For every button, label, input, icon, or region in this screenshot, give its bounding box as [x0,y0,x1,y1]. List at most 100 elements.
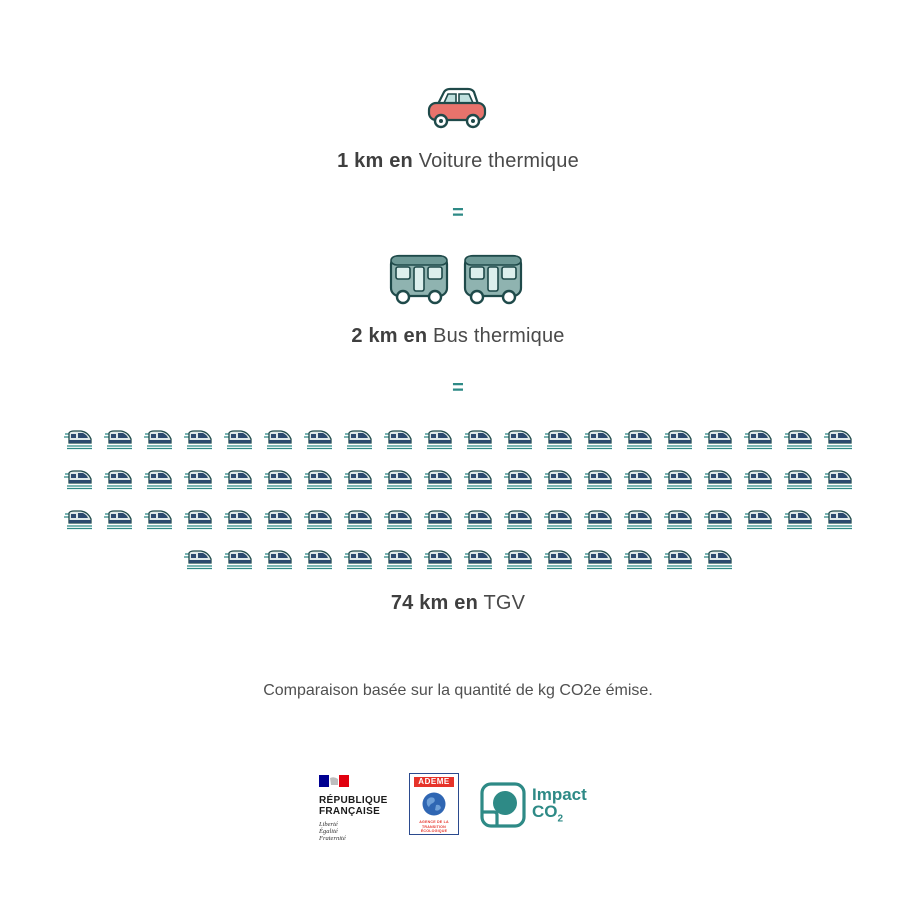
earth-globe-icon [422,792,446,816]
tgv-train-icon [463,430,493,450]
republique-line2: FRANÇAISE [319,806,381,817]
bus-comparison-label: 2 km en Bus thermique [0,325,916,348]
equals-sign: = [452,377,464,399]
tgv-train-icon [183,510,213,530]
tgv-train-icon [63,430,93,450]
car-mode: Voiture thermique [418,150,579,172]
tgv-train-icon [463,550,493,570]
tgv-train-icon [503,510,533,530]
tgv-train-icon [743,430,773,450]
tgv-icon-row [0,550,916,570]
car-icon [426,86,488,130]
tgv-train-icon [143,510,173,530]
tgv-train-icon [263,470,293,490]
tgv-train-icon [63,510,93,530]
tgv-train-icon [383,550,413,570]
tgv-train-icon [103,430,133,450]
tgv-train-icon [423,550,453,570]
tgv-comparison-label: 74 km en TGV [0,592,916,615]
tgv-train-icon [543,430,573,450]
motto-fraternite: Fraternité [319,835,346,842]
tgv-train-icon [383,470,413,490]
tgv-train-icon [303,550,333,570]
tgv-train-icon [223,510,253,530]
tgv-train-icon [623,510,653,530]
republique-francaise-logo: RÉPUBLIQUE FRANÇAISE Liberté Égalité Fra… [319,774,399,842]
impact-word: Impact [532,785,587,804]
tgv-train-icon [703,470,733,490]
tgv-train-icon [303,510,333,530]
car-comparison-label: 1 km en Voiture thermique [0,150,916,173]
tgv-train-icon [543,510,573,530]
ademe-logo: ADEME AGENCE DE LA TRANSITION ÉCOLOGIQUE [409,773,459,835]
tgv-train-icon [183,550,213,570]
tgv-train-icon [423,430,453,450]
tgv-train-icon [543,470,573,490]
bus-quantity: 2 km en [351,325,428,347]
tgv-train-icon [583,470,613,490]
tgv-train-icon [663,510,693,530]
tgv-train-icon [823,510,853,530]
impact-co2-logo-icon [480,782,526,828]
tgv-train-icon [223,430,253,450]
marianne-flag-icon [319,775,349,787]
tgv-train-icon [663,430,693,450]
tgv-train-icon [63,470,93,490]
republique-line1: RÉPUBLIQUE [319,795,388,806]
tgv-train-icon [143,430,173,450]
partner-logos: RÉPUBLIQUE FRANÇAISE Liberté Égalité Fra… [0,772,916,842]
tgv-train-icon [703,550,733,570]
tgv-train-icon [183,430,213,450]
car-quantity: 1 km en [337,150,413,172]
tgv-train-icon [663,550,693,570]
tgv-train-icon [503,550,533,570]
tgv-train-icon [303,430,333,450]
tgv-train-icon [343,470,373,490]
co2-word: CO [532,802,558,821]
tgv-train-icon [703,430,733,450]
tgv-train-icon [343,510,373,530]
tgv-train-icon [583,510,613,530]
tgv-train-icon [383,430,413,450]
bus-mode: Bus thermique [433,325,565,347]
tgv-train-icon [463,470,493,490]
tgv-train-icon [743,470,773,490]
tgv-mode: TGV [483,592,526,614]
bus-icon [463,254,523,305]
tgv-train-icon [783,430,813,450]
tgv-train-icon [623,550,653,570]
tgv-icon-row [0,430,916,450]
tgv-train-icon [223,470,253,490]
tgv-train-icon [343,550,373,570]
impact-co2-logo: Impact CO2 [480,782,610,830]
tgv-train-icon [423,510,453,530]
tgv-train-icon [143,470,173,490]
tgv-icon-row [0,510,916,530]
tgv-train-icon [463,510,493,530]
motto-liberte: Liberté [319,821,338,828]
tgv-train-icon [783,510,813,530]
tgv-train-icon [183,470,213,490]
tgv-quantity: 74 km en [390,592,479,614]
tgv-train-icon [263,510,293,530]
tgv-train-icon [103,510,133,530]
tgv-train-icon [823,470,853,490]
tgv-train-icon [663,470,693,490]
tgv-train-icon [263,550,293,570]
ademe-tagline: AGENCE DE LA TRANSITION ÉCOLOGIQUE [419,820,449,833]
tgv-icon-row [0,470,916,490]
tgv-train-icon [583,550,613,570]
tgv-train-icon [623,470,653,490]
tgv-train-icon [583,430,613,450]
tgv-train-icon [703,510,733,530]
tgv-train-icon [423,470,453,490]
tgv-train-icon [343,430,373,450]
motto-egalite: Égalité [319,828,338,835]
bus-icon [389,254,449,305]
bus-icons [388,253,528,305]
tgv-train-icon [303,470,333,490]
equals-sign: = [452,202,464,224]
tgv-train-icon [623,430,653,450]
tgv-train-icon [783,470,813,490]
tgv-train-icon [503,430,533,450]
